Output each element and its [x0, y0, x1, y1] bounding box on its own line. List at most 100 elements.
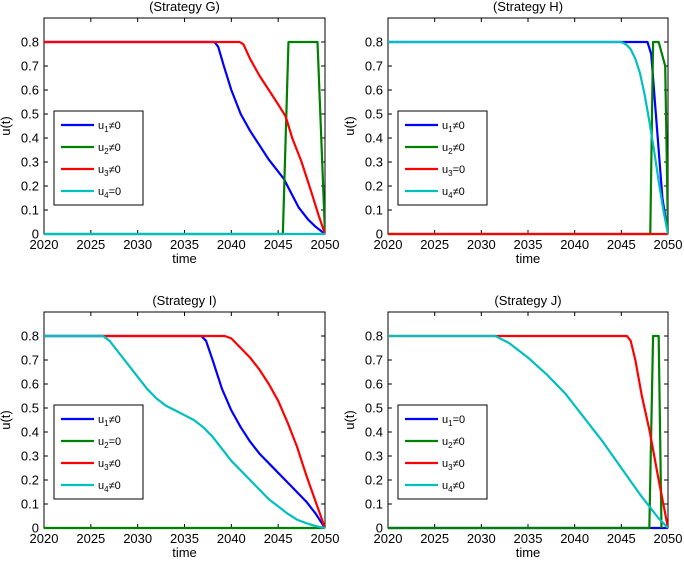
- x-axis-label: time: [172, 545, 197, 560]
- x-tick-label: 2030: [467, 237, 496, 252]
- y-tick-label: 0.3: [365, 155, 383, 170]
- y-tick-label: 0.4: [365, 131, 383, 146]
- y-tick-label: 0.2: [365, 179, 383, 194]
- y-tick-label: 0.5: [365, 107, 383, 122]
- chart-title: (Strategy H): [493, 0, 563, 14]
- y-tick-label: 0.5: [21, 401, 39, 416]
- legend-entry-u1: u1≠0: [98, 120, 121, 134]
- y-tick-label: 0.6: [21, 377, 39, 392]
- y-tick-label: 0.1: [21, 497, 39, 512]
- x-tick-label: 2050: [654, 531, 683, 546]
- y-tick-label: 0.8: [365, 329, 383, 344]
- y-axis-label: u(t): [342, 410, 357, 430]
- y-tick-label: 0.1: [365, 497, 383, 512]
- y-tick-label: 0.3: [21, 449, 39, 464]
- series-line-u2: [388, 334, 663, 530]
- y-tick-label: 0.2: [365, 473, 383, 488]
- legend-entry-u3: u3≠0: [98, 164, 121, 178]
- y-axis-label: u(t): [342, 116, 357, 136]
- y-tick-label: 0.4: [365, 425, 383, 440]
- chart-title: (Strategy J): [494, 293, 561, 308]
- x-tick-label: 2025: [76, 237, 105, 252]
- x-axis-label: time: [516, 545, 541, 560]
- x-tick-label: 2045: [607, 531, 636, 546]
- legend-entry-u4: u4≠0: [98, 480, 121, 494]
- x-tick-label: 2040: [560, 531, 589, 546]
- x-tick-label: 2045: [264, 237, 293, 252]
- y-tick-label: 0: [376, 521, 383, 536]
- legend: u1≠0 u2=0 u3≠0 u4≠0: [53, 404, 144, 500]
- x-tick-label: 2030: [123, 237, 152, 252]
- y-tick-label: 0.5: [21, 107, 39, 122]
- y-tick-label: 0.7: [21, 59, 39, 74]
- y-tick-label: 0: [376, 227, 383, 242]
- series-line-u1: [44, 40, 325, 235]
- legend-entry-u3: u3=0: [442, 164, 465, 178]
- series-line-u3: [388, 334, 668, 529]
- x-tick-label: 2025: [420, 237, 449, 252]
- x-tick-label: 2035: [170, 237, 199, 252]
- series-line-u3: [44, 334, 325, 529]
- legend-entry-u2: u2≠0: [442, 436, 465, 450]
- y-tick-label: 0.8: [21, 329, 39, 344]
- x-tick-label: 2025: [76, 531, 105, 546]
- legend-box: [53, 110, 144, 206]
- y-tick-label: 0.2: [21, 179, 39, 194]
- x-tick-label: 2040: [560, 237, 589, 252]
- x-tick-label: 2045: [264, 531, 293, 546]
- x-tick-label: 2035: [514, 531, 543, 546]
- x-tick-label: 2030: [123, 531, 152, 546]
- chart-title: (Strategy G): [149, 0, 220, 14]
- y-tick-label: 0.7: [365, 353, 383, 368]
- series-line-u3: [44, 40, 325, 235]
- legend-entry-u1: u1≠0: [442, 120, 465, 134]
- legend-box: [397, 404, 488, 500]
- legend: u1≠0 u2≠0 u3≠0 u4=0: [53, 110, 144, 206]
- legend-entry-u3: u3≠0: [98, 458, 121, 472]
- legend: u1=0 u2≠0 u3≠0 u4≠0: [397, 404, 488, 500]
- y-tick-label: 0.4: [21, 131, 39, 146]
- chart-panel-2: (Strategy H) 2020 2025 2030 2035 2040 2045 2050…: [342, 0, 682, 266]
- y-tick-label: 0.3: [21, 155, 39, 170]
- y-tick-label: 0.8: [21, 35, 39, 50]
- legend-box: [53, 404, 144, 500]
- series-line-u1: [44, 334, 325, 529]
- legend-box: [397, 110, 488, 206]
- x-tick-label: 2040: [217, 237, 246, 252]
- y-tick-label: 0: [32, 227, 39, 242]
- chart-panel-3: (Strategy I) 2020 2025 2030 2035 2040 2045 2050…: [0, 293, 339, 560]
- y-tick-label: 0.7: [21, 353, 39, 368]
- y-tick-label: 0.7: [365, 59, 383, 74]
- series-line-u4: [388, 334, 668, 529]
- series-line-u4: [44, 334, 325, 530]
- x-tick-label: 2050: [311, 531, 340, 546]
- y-tick-label: 0.1: [21, 203, 39, 218]
- x-tick-label: 2050: [311, 237, 340, 252]
- x-tick-label: 2035: [514, 237, 543, 252]
- x-tick-label: 2020: [30, 531, 59, 546]
- chart-panel-1: (Strategy G) 2020 2025 2030 2035 2040 2045 2050…: [0, 0, 339, 266]
- x-tick-label: 2030: [467, 531, 496, 546]
- y-axis-label: u(t): [0, 116, 13, 136]
- legend: u1≠0 u2≠0 u3=0 u4≠0: [397, 110, 488, 206]
- y-tick-label: 0: [32, 521, 39, 536]
- y-tick-label: 0.6: [365, 377, 383, 392]
- x-axis-label: time: [172, 251, 197, 266]
- x-tick-label: 2050: [654, 237, 683, 252]
- legend-entry-u2: u2=0: [98, 436, 121, 450]
- legend-entry-u1: u1≠0: [98, 414, 121, 428]
- x-axis-label: time: [516, 251, 541, 266]
- x-tick-label: 2045: [607, 237, 636, 252]
- chart-title: (Strategy I): [152, 293, 216, 308]
- y-tick-label: 0.3: [365, 449, 383, 464]
- x-tick-label: 2020: [30, 237, 59, 252]
- y-tick-label: 0.6: [21, 83, 39, 98]
- y-tick-label: 0.1: [365, 203, 383, 218]
- y-tick-label: 0.2: [21, 473, 39, 488]
- y-axis-label: u(t): [0, 410, 13, 430]
- legend-entry-u4: u4≠0: [442, 480, 465, 494]
- legend-entry-u2: u2≠0: [442, 142, 465, 156]
- series-line-u4: [388, 40, 668, 235]
- chart-panel-4: (Strategy J) 2020 2025 2030 2035 2040 2045 2050…: [342, 293, 682, 560]
